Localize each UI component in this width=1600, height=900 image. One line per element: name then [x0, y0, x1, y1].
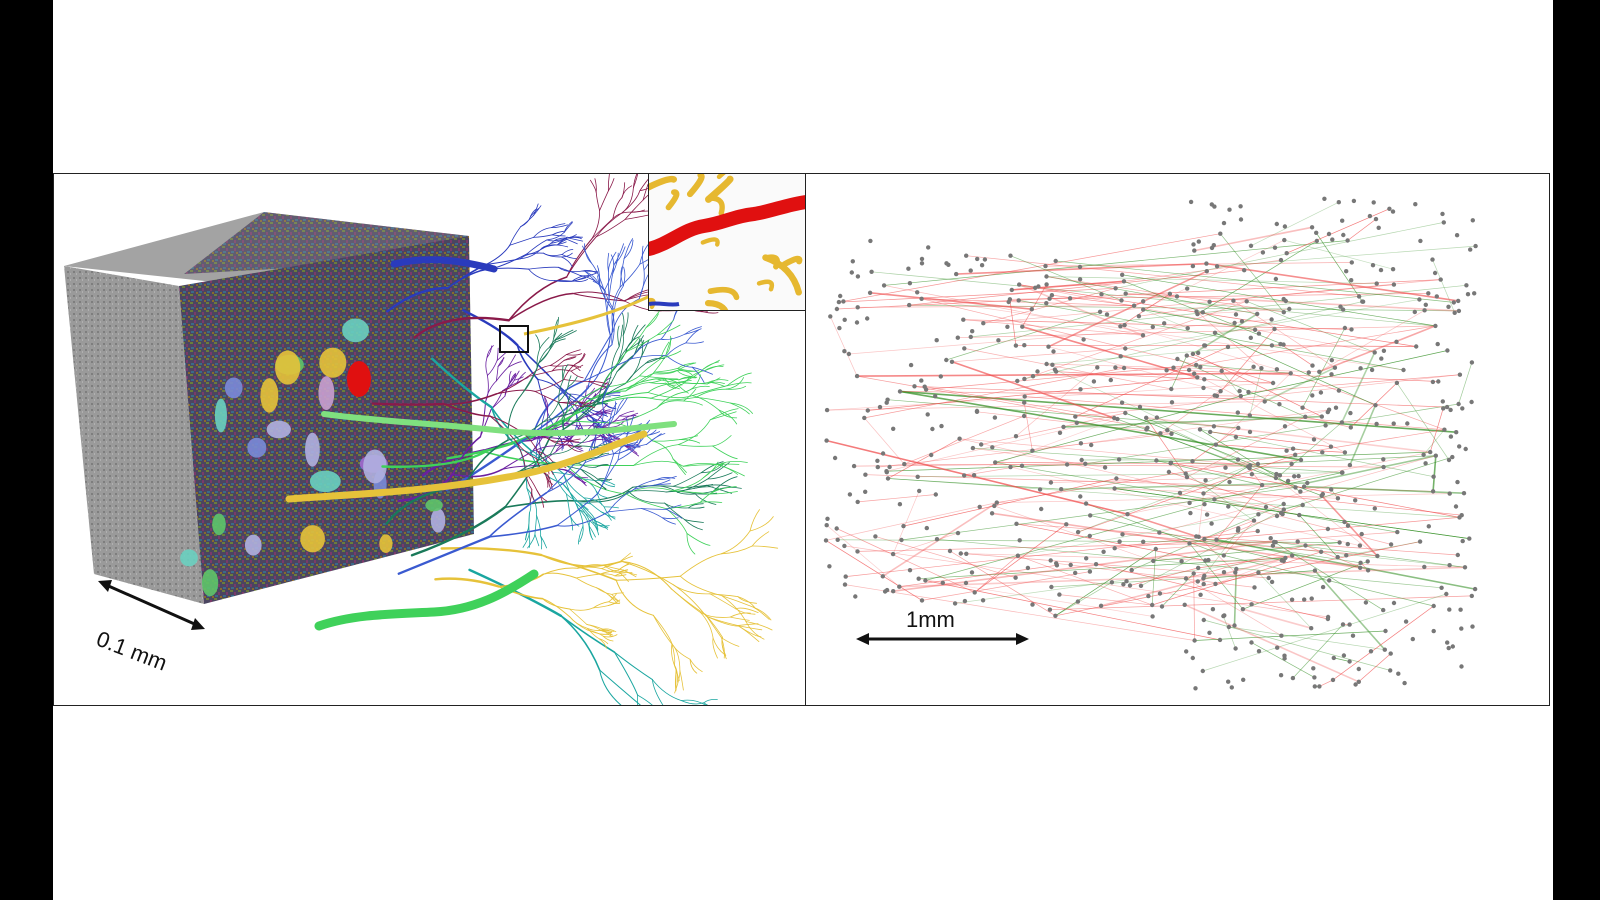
neuron-reconstruction-image [64, 174, 779, 705]
slide: 0.1 mm 1mm [53, 0, 1553, 900]
block-front-face [179, 236, 474, 604]
connectivity-graph-image [823, 196, 1478, 691]
figure: 0.1 mm 1mm [53, 173, 1550, 706]
right-scale-bar-label: 1mm [906, 607, 955, 632]
red-dendrite [649, 195, 805, 256]
left-panel-neuron-reconstruction: 0.1 mm [54, 174, 805, 705]
dendrite-zoom-image [649, 174, 805, 310]
inset-zoom [648, 174, 805, 311]
right-panel-connectivity-graph: 1mm [805, 174, 1549, 705]
left-scale-bar [98, 580, 205, 630]
block-left-face [64, 266, 204, 604]
right-scale-bar [856, 633, 1029, 645]
zoom-box [499, 325, 529, 353]
